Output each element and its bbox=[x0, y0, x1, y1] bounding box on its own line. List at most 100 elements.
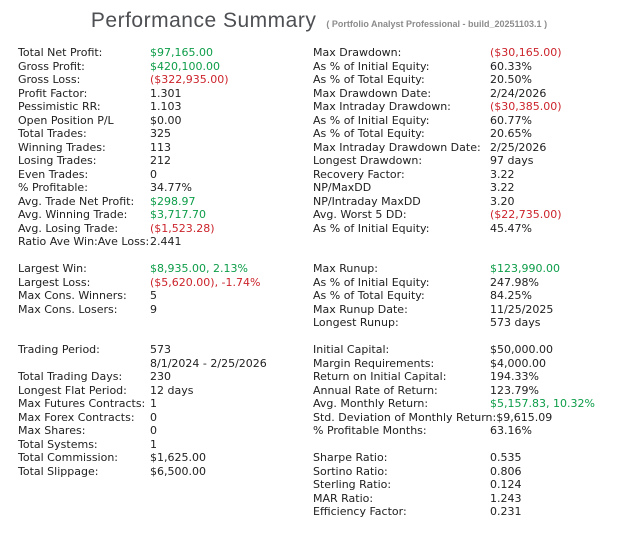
stat-cell-left: Losing Trades: 212 bbox=[0, 154, 313, 168]
stat-value: 84.25% bbox=[490, 289, 532, 302]
stat-cell-right: Std. Deviation of Monthly Return: $9,615.… bbox=[313, 411, 638, 425]
stat-value: 11/25/2025 bbox=[490, 302, 554, 316]
stat-row: Even Trades: 0 Recovery Factor: 3.22 bbox=[0, 168, 638, 182]
stat-label: As % of Initial Equity: bbox=[313, 221, 430, 235]
stat-label: As % of Total Equity: bbox=[313, 73, 425, 86]
stat-label: Trading Period: bbox=[18, 343, 100, 356]
stat-row: Pessimistic RR: 1.103 Max Intraday Drawdow… bbox=[0, 100, 638, 114]
stat-label: Max Intraday Drawdown Date: bbox=[313, 140, 481, 154]
stat-cell-right: Sterling Ratio: 0.124 bbox=[313, 478, 638, 492]
stat-cell-left: Max Shares: 0 bbox=[0, 424, 313, 438]
stat-value: 3.22 bbox=[490, 167, 515, 181]
stat-cell-left: Largest Win: $8,935.00, 2.13% bbox=[0, 262, 313, 276]
stat-label: Open Position P/L bbox=[18, 113, 114, 127]
stat-value: 113 bbox=[150, 140, 171, 154]
stat-label: Longest Runup: bbox=[313, 316, 399, 329]
stat-label: Std. Deviation of Monthly Return: bbox=[313, 410, 497, 424]
report-header: Performance Summary ( Portfolio Analyst P… bbox=[0, 0, 638, 33]
stat-label: Annual Rate of Return: bbox=[313, 383, 438, 397]
stat-label: Even Trades: bbox=[18, 167, 89, 181]
stat-cell-right: MAR Ratio: 1.243 bbox=[313, 492, 638, 506]
stat-value: 1.243 bbox=[490, 491, 522, 505]
stat-label: As % of Initial Equity: bbox=[313, 275, 430, 289]
stat-cell-right: As % of Initial Equity: 60.77% bbox=[313, 114, 638, 128]
stat-cell-right: NP/MaxDD 3.22 bbox=[313, 181, 638, 195]
stat-label: As % of Total Equity: bbox=[313, 127, 425, 140]
stat-value: 0.124 bbox=[490, 478, 522, 491]
stat-label: Gross Loss: bbox=[18, 73, 81, 86]
stat-cell-right: Sharpe Ratio: 0.535 bbox=[313, 451, 638, 465]
stat-value: 123.79% bbox=[490, 383, 539, 397]
stat-label: As % of Initial Equity: bbox=[313, 113, 430, 127]
stat-row: Winning Trades: 113 Max Intraday Drawdown … bbox=[0, 141, 638, 155]
stat-value: $420,100.00 bbox=[150, 59, 220, 73]
stat-label: Total Systems: bbox=[18, 437, 98, 451]
stat-cell-left: Trading Period: 573 bbox=[0, 343, 313, 357]
stat-label: Profit Factor: bbox=[18, 86, 88, 100]
stat-label: Efficiency Factor: bbox=[313, 505, 407, 518]
stat-label: Max Runup Date: bbox=[313, 302, 408, 316]
stat-value: 2/24/2026 bbox=[490, 86, 547, 100]
stat-cell-left: Max Cons. Winners: 5 bbox=[0, 289, 313, 303]
stat-row: Largest Win: $8,935.00, 2.13% Max Runup: $1… bbox=[0, 262, 638, 276]
stat-row: Avg. Losing Trade: ($1,523.28) As % of Ini… bbox=[0, 222, 638, 236]
stat-row: Max Forex Contracts: 0 Std. Deviation of M… bbox=[0, 411, 638, 425]
stat-value: $5,157.83, 10.32% bbox=[490, 397, 595, 410]
stat-row: Total Trades: 325 As % of Total Equity: 20.… bbox=[0, 127, 638, 141]
stat-row: Efficiency Factor: 0.231 bbox=[0, 505, 638, 519]
stat-cell-left bbox=[0, 492, 313, 506]
stat-value: $4,000.00 bbox=[490, 356, 546, 370]
stat-cell-right: Initial Capital: $50,000.00 bbox=[313, 343, 638, 357]
stat-value: 3.22 bbox=[490, 181, 515, 194]
stat-row: Open Position P/L $0.00 As % of Initial Eq… bbox=[0, 114, 638, 128]
stat-row: Longest Flat Period: 12 days Annual Rate o… bbox=[0, 384, 638, 398]
stat-cell-left bbox=[0, 505, 313, 519]
stat-value: 573 bbox=[150, 343, 171, 356]
stat-cell-right: As % of Initial Equity: 60.33% bbox=[313, 60, 638, 74]
stat-value: 0 bbox=[150, 424, 157, 437]
stat-label: Longest Flat Period: bbox=[18, 383, 127, 397]
stat-cell-right bbox=[313, 438, 638, 452]
stat-cell-right: Max Intraday Drawdown: ($30,385.00) bbox=[313, 100, 638, 114]
stat-label: MAR Ratio: bbox=[313, 491, 374, 505]
stat-value: 0.806 bbox=[490, 464, 522, 478]
stat-cell-left: Max Forex Contracts: 0 bbox=[0, 411, 313, 425]
stat-value: $298.97 bbox=[150, 194, 196, 208]
stat-value: 0 bbox=[150, 410, 157, 424]
stat-label: Sharpe Ratio: bbox=[313, 451, 388, 464]
stat-row: MAR Ratio: 1.243 bbox=[0, 492, 638, 506]
stat-label: Total Trading Days: bbox=[18, 370, 123, 383]
stat-label: Avg. Winning Trade: bbox=[18, 208, 128, 221]
stat-label: NP/Intraday MaxDD bbox=[313, 194, 421, 208]
stat-cell-right bbox=[313, 235, 638, 249]
stat-label bbox=[18, 357, 150, 371]
stat-value: 12 days bbox=[150, 383, 194, 397]
stat-label: Max Intraday Drawdown: bbox=[313, 100, 451, 113]
stat-cell-left: Profit Factor: 1.301 bbox=[0, 87, 313, 101]
stat-cell-right: As % of Total Equity: 20.65% bbox=[313, 127, 638, 141]
stat-value: 2/25/2026 bbox=[490, 140, 547, 154]
stat-value: 20.65% bbox=[490, 127, 532, 140]
stat-value: $8,935.00, 2.13% bbox=[150, 262, 248, 275]
stat-value: $97,165.00 bbox=[150, 46, 213, 59]
stat-cell-right: Longest Runup: 573 days bbox=[313, 316, 638, 330]
stat-cell-right bbox=[313, 249, 638, 263]
stat-label: Avg. Monthly Return: bbox=[313, 397, 429, 410]
stat-value: 212 bbox=[150, 154, 171, 167]
stat-value: ($30,165.00) bbox=[490, 46, 562, 59]
stat-cell-right: Recovery Factor: 3.22 bbox=[313, 168, 638, 182]
stat-value: 34.77% bbox=[150, 181, 192, 194]
stat-label: Largest Win: bbox=[18, 262, 87, 275]
stat-label: Total Slippage: bbox=[18, 464, 99, 478]
stat-label: Max Drawdown Date: bbox=[313, 86, 432, 100]
stat-cell-left bbox=[0, 249, 313, 263]
stat-value: 1.103 bbox=[150, 100, 182, 113]
stat-row: Total Slippage: $6,500.00 Sortino Ratio: 0.… bbox=[0, 465, 638, 479]
stat-value: 0 bbox=[150, 167, 157, 181]
stat-row: Gross Profit: $420,100.00 As % of Initial … bbox=[0, 60, 638, 74]
stat-label: Recovery Factor: bbox=[313, 167, 405, 181]
stat-cell-left: Max Futures Contracts: 1 bbox=[0, 397, 313, 411]
stat-cell-right: As % of Initial Equity: 247.98% bbox=[313, 276, 638, 290]
stat-value: ($22,735.00) bbox=[490, 208, 562, 221]
stat-value: 325 bbox=[150, 127, 171, 140]
